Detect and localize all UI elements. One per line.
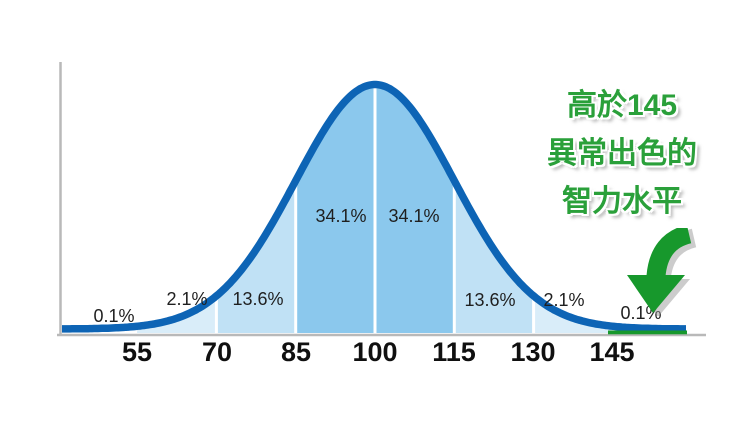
x-tick-label: 100 — [352, 337, 398, 367]
x-tick-label: 55 — [121, 337, 153, 367]
x-tick-label: 85 — [280, 337, 312, 367]
annotation-line: 異常出色的 — [547, 137, 697, 170]
down-arrow-icon — [627, 228, 697, 316]
section-percent-label: 0.1% — [93, 306, 135, 326]
annotation-line: 智力水平 — [562, 185, 682, 218]
annotation-line: 高於145 — [566, 89, 678, 122]
section-percent-label: 34.1% — [315, 206, 367, 226]
x-tick-label: 115 — [432, 337, 476, 367]
section-percent-label: 13.6% — [464, 290, 516, 310]
x-tick-label: 145 — [589, 337, 635, 367]
bell-curve-stroke — [62, 80, 686, 333]
section-percent-label: 34.1% — [388, 206, 440, 226]
x-tick-label: 70 — [201, 337, 233, 367]
section-percent-label: 2.1% — [543, 290, 585, 310]
section-percent-label: 13.6% — [232, 289, 284, 309]
x-tick-label: 130 — [510, 337, 556, 367]
annotation-above-145: 高於145 異常出色的 智力水平 — [547, 82, 697, 226]
section-percent-label: 2.1% — [166, 289, 208, 309]
above-145-highlight — [608, 330, 687, 335]
